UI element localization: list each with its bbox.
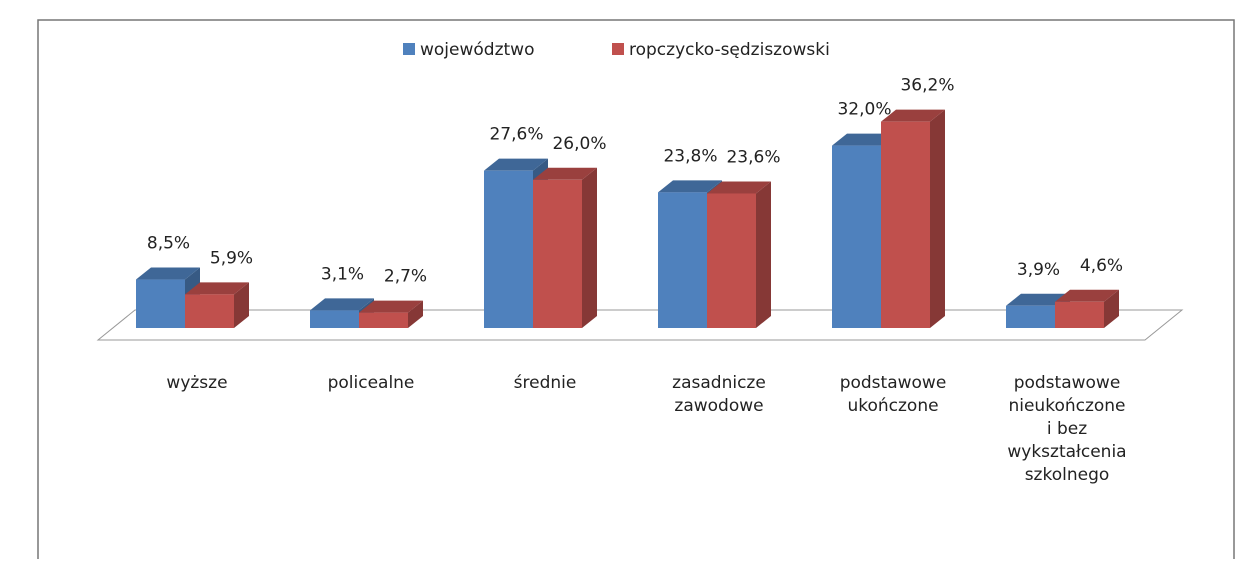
bar-top [707, 181, 771, 194]
value-label: 3,9% [1017, 260, 1060, 280]
bar-front [185, 294, 234, 328]
legend-label: województwo [420, 40, 534, 60]
bar-top [310, 298, 374, 311]
bar-front [136, 279, 185, 328]
legend-label: ropczycko-sędziszowski [629, 40, 830, 60]
bar-top [533, 167, 597, 180]
value-label: 32,0% [837, 100, 891, 120]
bar-top [136, 267, 200, 280]
bar-front [1055, 301, 1104, 328]
legend-swatch [403, 43, 415, 55]
bar-front [832, 145, 881, 328]
bar-top [185, 282, 249, 295]
bar-side [234, 282, 249, 328]
bar-side [756, 181, 771, 328]
bar-top [484, 158, 548, 171]
value-label: 2,7% [384, 267, 427, 287]
value-label: 5,9% [210, 248, 253, 268]
bar-side [408, 300, 423, 328]
x-tick-label: policealne [328, 373, 415, 393]
bar [1055, 289, 1119, 328]
bar [881, 109, 945, 328]
x-tick-label: wyższe [166, 373, 227, 393]
value-label: 23,8% [663, 146, 717, 166]
value-label: 23,6% [726, 147, 780, 167]
value-label: 27,6% [489, 125, 543, 145]
value-label: 4,6% [1080, 256, 1123, 276]
bar-top [1006, 293, 1070, 306]
value-label: 36,2% [900, 76, 954, 96]
bar-top [832, 133, 896, 146]
x-tick-label: podstawowe ukończone [840, 373, 947, 416]
bar [185, 282, 249, 328]
bar-front [1006, 305, 1055, 328]
bar-top [359, 300, 423, 313]
bar-front [707, 193, 756, 328]
bar [707, 181, 771, 328]
value-label: 3,1% [321, 264, 364, 284]
bar-front [310, 310, 359, 328]
bar-front [658, 192, 707, 328]
x-tick-label: zasadnicze zawodowe [672, 373, 766, 416]
bar [359, 300, 423, 328]
value-label: 8,5% [147, 234, 190, 254]
legend-swatch [612, 43, 624, 55]
bar-top [1055, 289, 1119, 302]
bar-top [658, 180, 722, 193]
bar-top [881, 109, 945, 122]
bar [136, 267, 200, 328]
bar-front [533, 179, 582, 328]
bar-front [484, 170, 533, 328]
bar-front [359, 312, 408, 328]
value-label: 26,0% [552, 134, 606, 154]
bar-side [1104, 289, 1119, 328]
bar-side [930, 109, 945, 328]
bar-front [881, 121, 930, 328]
x-tick-label: średnie [514, 373, 577, 393]
x-tick-label: podstawowe nieukończone i bez wykształcenia… [1007, 373, 1126, 485]
bar-side [582, 167, 597, 328]
bar [533, 167, 597, 328]
